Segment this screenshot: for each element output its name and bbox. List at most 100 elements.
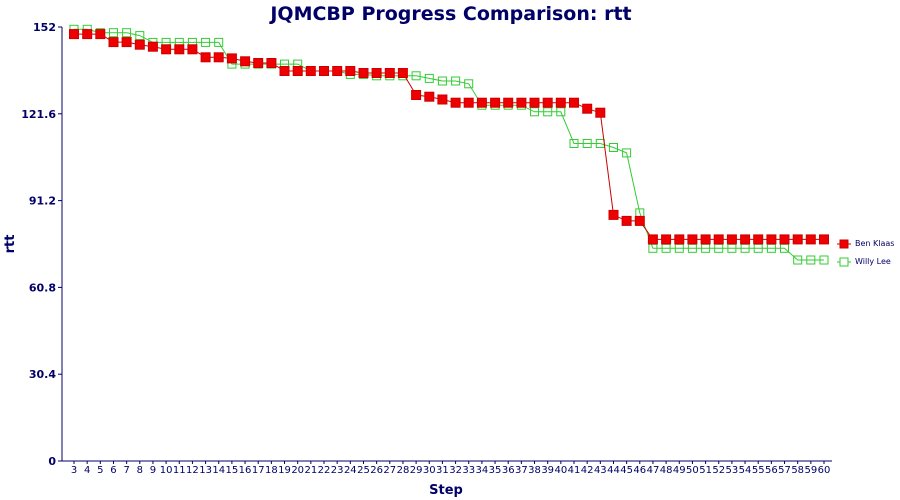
point-ben-klaas-59 — [805, 234, 816, 245]
x-tick-label-55: 55 — [752, 465, 765, 476]
x-tick-label-25: 25 — [357, 465, 370, 476]
series-line-ben-klaas — [74, 33, 824, 240]
point-ben-klaas-15 — [226, 53, 237, 64]
point-willy-lee-45 — [622, 148, 632, 158]
point-ben-klaas-60 — [819, 234, 829, 245]
point-ben-klaas-9 — [147, 41, 158, 52]
point-willy-lee-38 — [530, 107, 539, 117]
y-tick-label-0: 0 — [48, 455, 56, 468]
x-tick-label-24: 24 — [344, 465, 357, 476]
point-ben-klaas-35 — [490, 97, 501, 108]
x-tick-label-7: 7 — [123, 465, 129, 476]
point-ben-klaas-50 — [687, 234, 698, 245]
point-willy-lee-29 — [411, 71, 421, 81]
point-willy-lee-54 — [740, 243, 750, 253]
point-ben-klaas-23 — [332, 66, 343, 76]
point-ben-klaas-32 — [450, 97, 461, 108]
point-willy-lee-33 — [464, 79, 474, 89]
point-ben-klaas-43 — [595, 107, 606, 118]
point-willy-lee-53 — [727, 243, 737, 253]
x-tick-label-26: 26 — [370, 465, 383, 476]
point-willy-lee-57 — [780, 243, 789, 253]
x-tick-label-21: 21 — [304, 465, 317, 476]
x-tick-label-10: 10 — [160, 465, 173, 476]
point-ben-klaas-11 — [174, 44, 185, 55]
point-ben-klaas-39 — [542, 97, 553, 108]
point-ben-klaas-53 — [726, 234, 737, 245]
x-tick-label-34: 34 — [476, 465, 489, 476]
point-ben-klaas-45 — [621, 215, 632, 226]
x-tick-label-37: 37 — [515, 465, 528, 476]
x-tick-label-47: 47 — [647, 465, 660, 476]
point-ben-klaas-56 — [766, 234, 777, 245]
point-ben-klaas-37 — [516, 97, 527, 108]
point-willy-lee-40 — [556, 107, 566, 117]
point-ben-klaas-42 — [582, 103, 593, 114]
point-ben-klaas-22 — [319, 66, 329, 76]
point-ben-klaas-4 — [82, 29, 93, 40]
point-willy-lee-32 — [451, 76, 461, 86]
point-ben-klaas-6 — [108, 37, 119, 48]
x-tick-label-31: 31 — [436, 465, 449, 476]
legend-item-willy-lee: Willy Lee — [837, 257, 891, 267]
y-tick-label-4: 121.6 — [21, 108, 56, 121]
x-tick-label-56: 56 — [765, 465, 778, 476]
x-tick-label-11: 11 — [173, 465, 186, 476]
point-ben-klaas-7 — [121, 37, 132, 48]
point-ben-klaas-52 — [713, 234, 724, 245]
legend-item-ben-klaas: Ben Klaas — [837, 239, 894, 249]
x-tick-label-33: 33 — [462, 465, 475, 476]
point-ben-klaas-10 — [161, 44, 172, 55]
point-willy-lee-14 — [214, 37, 224, 47]
x-tick-label-41: 41 — [568, 465, 581, 476]
point-ben-klaas-21 — [305, 66, 316, 76]
point-ben-klaas-13 — [200, 52, 211, 63]
point-willy-lee-59 — [806, 255, 816, 265]
point-ben-klaas-49 — [674, 234, 685, 245]
y-tick-label-5: 152 — [33, 21, 56, 34]
legend: Ben Klaas Willy Lee — [837, 239, 894, 267]
point-willy-lee-31 — [437, 76, 447, 86]
point-willy-lee-51 — [701, 243, 711, 253]
x-tick-label-58: 58 — [791, 465, 804, 476]
x-tick-label-51: 51 — [699, 465, 712, 476]
point-ben-klaas-18 — [266, 58, 277, 68]
point-ben-klaas-36 — [503, 97, 514, 108]
series-ben-klaas — [69, 29, 829, 245]
x-tick-label-22: 22 — [318, 465, 331, 476]
chart-title: JQMCBP Progress Comparison: rtt — [268, 3, 631, 25]
x-tick-label-12: 12 — [186, 465, 199, 476]
x-tick-label-9: 9 — [150, 465, 156, 476]
point-willy-lee-6 — [109, 28, 118, 38]
x-ticks: 3 4 5 6 7 8 9 10 11 12 13 14 15 16 17 18 19 20 21 22 23 24 25 2… — [71, 461, 830, 476]
point-willy-lee-13 — [201, 37, 211, 47]
point-ben-klaas-44 — [608, 209, 619, 220]
point-willy-lee-41 — [569, 139, 579, 148]
x-tick-label-53: 53 — [726, 465, 739, 476]
point-willy-lee-49 — [674, 243, 684, 253]
x-tick-label-14: 14 — [212, 465, 225, 476]
point-willy-lee-46 — [635, 208, 645, 218]
point-ben-klaas-25 — [358, 68, 369, 78]
x-tick-label-23: 23 — [331, 465, 344, 476]
legend-marker-ben-klaas — [839, 239, 849, 249]
y-tick-label-2: 60.8 — [29, 281, 56, 294]
point-ben-klaas-20 — [292, 66, 303, 76]
x-tick-label-50: 50 — [686, 465, 699, 476]
point-willy-lee-52 — [714, 243, 724, 253]
x-tick-label-18: 18 — [265, 465, 278, 476]
point-willy-lee-48 — [661, 243, 671, 253]
x-tick-label-35: 35 — [489, 465, 502, 476]
x-tick-label-20: 20 — [291, 465, 304, 476]
x-tick-label-40: 40 — [554, 465, 567, 476]
point-ben-klaas-27 — [384, 68, 395, 78]
legend-marker-willy-lee — [839, 257, 849, 267]
point-ben-klaas-8 — [134, 39, 145, 50]
x-tick-label-45: 45 — [620, 465, 633, 476]
point-willy-lee-55 — [753, 243, 763, 253]
x-tick-label-36: 36 — [502, 465, 515, 476]
point-ben-klaas-54 — [740, 234, 751, 245]
y-axis-label: rtt — [3, 235, 18, 254]
x-tick-label-43: 43 — [594, 465, 607, 476]
